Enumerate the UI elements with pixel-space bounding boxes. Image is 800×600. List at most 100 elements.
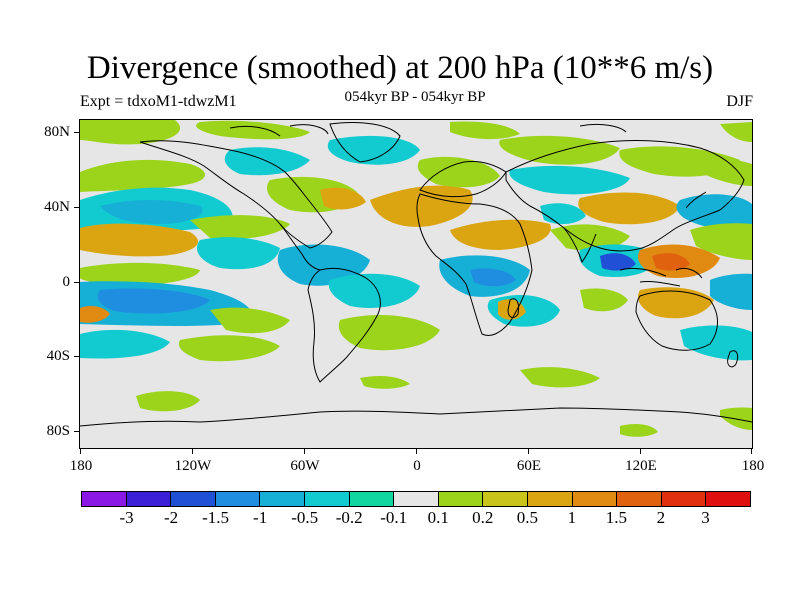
contour-region bbox=[720, 122, 752, 142]
colorbar-swatch bbox=[572, 492, 618, 506]
colorbar-label: -1 bbox=[253, 508, 268, 527]
season-label: DJF bbox=[726, 93, 753, 110]
contour-region bbox=[338, 315, 440, 351]
colorbar-label: -0.1 bbox=[380, 508, 408, 527]
new-zealand-coastline bbox=[727, 350, 739, 368]
africa-coastline bbox=[416, 193, 533, 336]
contour-region bbox=[136, 391, 200, 412]
antarctica-coastline bbox=[80, 407, 752, 427]
contour-region bbox=[328, 273, 420, 308]
colorbar-label: -3 bbox=[119, 508, 134, 527]
colorbar-label: 0.2 bbox=[472, 508, 494, 527]
colorbar-swatch bbox=[304, 492, 350, 506]
contour-region bbox=[509, 165, 630, 195]
lat-label-0: 0 bbox=[62, 274, 71, 290]
colorbar-swatch bbox=[215, 492, 261, 506]
colorbar-label: -1.5 bbox=[202, 508, 230, 527]
colorbar-label: -2 bbox=[163, 508, 179, 527]
contour-region bbox=[680, 325, 752, 361]
contour-region bbox=[652, 253, 690, 271]
contour-region bbox=[550, 224, 630, 251]
contour-region bbox=[620, 424, 658, 437]
contour-region bbox=[498, 299, 526, 320]
colorbar-swatch bbox=[82, 492, 127, 506]
contour-region bbox=[196, 237, 280, 270]
colorbar-label: 1 bbox=[567, 508, 577, 527]
greenland-coastline bbox=[329, 122, 401, 163]
coastlines bbox=[80, 122, 752, 427]
colorbar-swatch bbox=[661, 492, 707, 506]
contour-region bbox=[80, 329, 170, 359]
colorbar-label: 0.1 bbox=[427, 508, 449, 527]
contour-region bbox=[80, 223, 199, 257]
tick bbox=[416, 448, 417, 454]
colorbar-swatch bbox=[171, 492, 216, 506]
madagascar-coastline bbox=[507, 298, 519, 318]
colorbar-label: 0.5 bbox=[516, 508, 538, 527]
map-canvas bbox=[80, 120, 752, 437]
south-america-coastline bbox=[307, 267, 381, 383]
contour-region bbox=[417, 156, 500, 188]
contour-fills bbox=[80, 120, 752, 437]
tick bbox=[640, 448, 641, 454]
india-coastline bbox=[563, 227, 597, 264]
tick bbox=[74, 207, 80, 208]
contour-region bbox=[100, 200, 203, 224]
colorbar-label: 1.5 bbox=[605, 508, 628, 527]
colorbar-swatch bbox=[394, 492, 439, 506]
contour-region bbox=[210, 307, 290, 334]
japan-coastline bbox=[685, 191, 707, 209]
contour-region bbox=[80, 159, 205, 192]
tick bbox=[74, 132, 80, 133]
map-subtitle: 054kyr BP - 054kyr BP bbox=[344, 89, 486, 105]
experiment-label: Expt = tdxoM1-tdwzM1 bbox=[80, 93, 237, 110]
contour-region bbox=[580, 288, 628, 312]
tick bbox=[528, 448, 529, 454]
contour-region bbox=[360, 376, 410, 389]
colorbar bbox=[81, 491, 751, 507]
lon-label-180w: 180 bbox=[69, 458, 93, 474]
contour-region bbox=[80, 262, 200, 286]
contour-region bbox=[578, 192, 680, 225]
lon-label-0: 0 bbox=[413, 458, 421, 474]
contour-region bbox=[499, 135, 620, 165]
lon-label-180e: 180 bbox=[741, 458, 765, 474]
colorbar-swatch bbox=[483, 492, 528, 506]
contour-region bbox=[700, 158, 752, 186]
contour-region bbox=[600, 253, 636, 271]
colorbar-swatch bbox=[617, 492, 662, 506]
north-america-coastline bbox=[139, 140, 333, 249]
colorbar-label: -0.5 bbox=[291, 508, 319, 527]
contour-region bbox=[196, 120, 310, 140]
lat-label-40n: 40N bbox=[44, 199, 70, 215]
colorbar-swatch bbox=[260, 492, 305, 506]
map-title: Divergence (smoothed) at 200 hPa (10**6 … bbox=[86, 50, 714, 86]
contour-region bbox=[370, 185, 473, 227]
contour-region bbox=[450, 121, 520, 140]
contour-region bbox=[190, 215, 290, 240]
contour-region bbox=[80, 120, 181, 145]
lon-label-120w: 120W bbox=[174, 458, 212, 474]
colorbar-label: 3 bbox=[701, 508, 710, 527]
contour-region bbox=[690, 223, 752, 260]
contour-region bbox=[470, 268, 516, 287]
indonesia-coastline bbox=[619, 267, 703, 287]
tick bbox=[74, 282, 80, 283]
australia-coastline bbox=[635, 290, 718, 351]
contour-region bbox=[320, 187, 366, 210]
divergence-map bbox=[79, 119, 753, 449]
colorbar-swatch bbox=[349, 492, 395, 506]
central-america-coastline bbox=[279, 223, 321, 271]
colorbar-label: 2 bbox=[656, 508, 666, 527]
tick bbox=[74, 431, 80, 432]
tick bbox=[192, 448, 193, 454]
contour-region bbox=[637, 287, 714, 319]
tick bbox=[751, 448, 752, 454]
asia-coastline bbox=[505, 140, 745, 252]
contour-region bbox=[327, 135, 420, 165]
lon-label-120e: 120E bbox=[625, 458, 657, 474]
colorbar-swatch bbox=[527, 492, 573, 506]
contour-region bbox=[80, 306, 110, 323]
lat-label-80n: 80N bbox=[44, 124, 70, 140]
colorbar-label: -0.2 bbox=[335, 508, 363, 527]
